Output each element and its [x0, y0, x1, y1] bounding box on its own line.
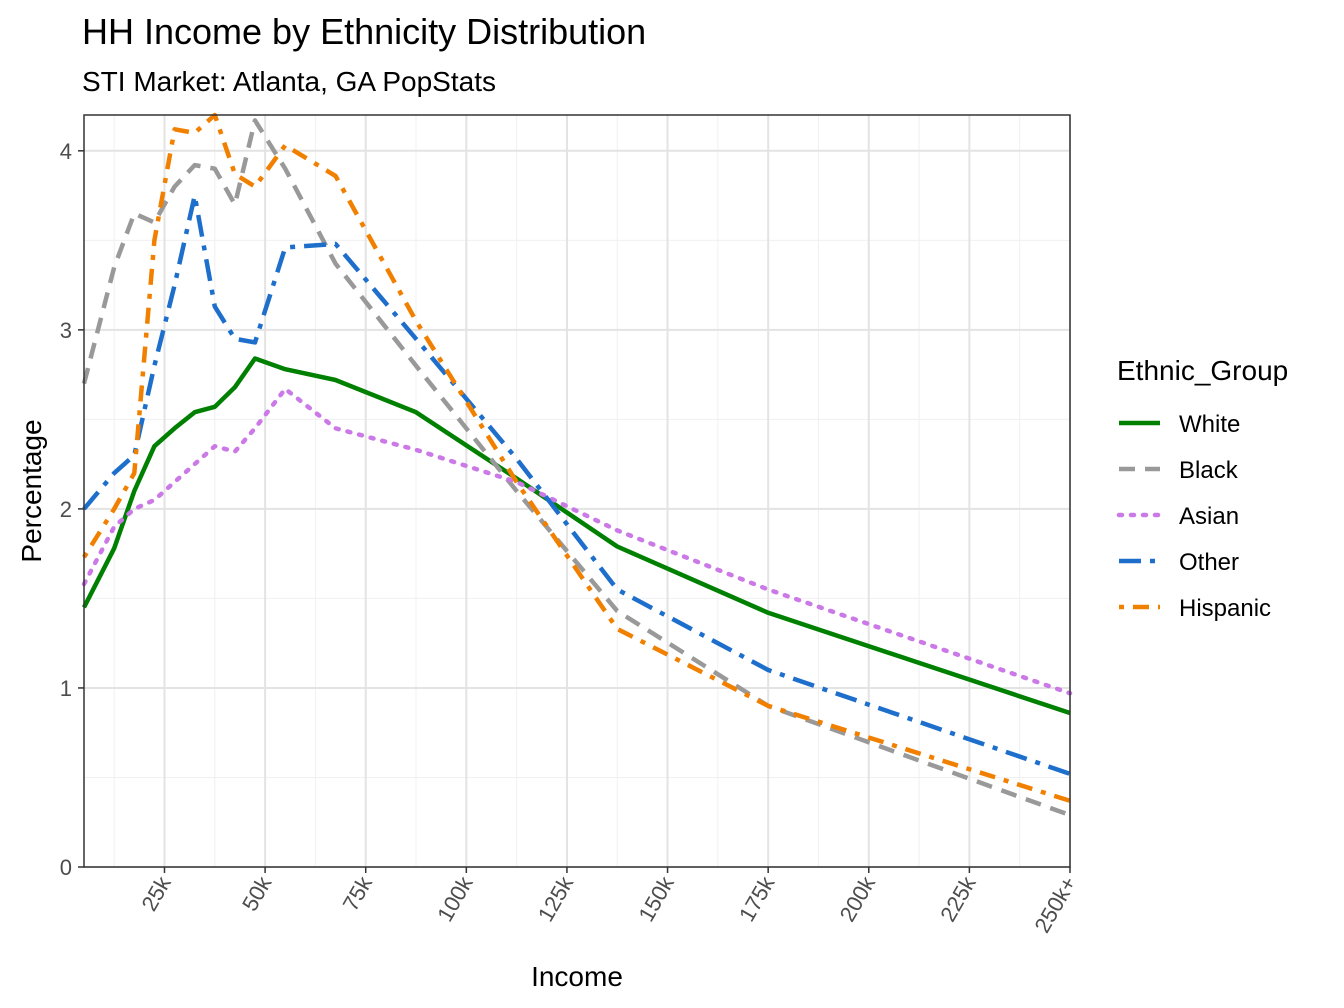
chart-subtitle: STI Market: Atlanta, GA PopStats	[82, 66, 496, 97]
y-tick-label: 1	[60, 676, 72, 701]
x-tick-label: 50k	[237, 871, 277, 915]
x-tick-label: 200k	[835, 871, 881, 926]
y-tick-label: 4	[60, 139, 72, 164]
legend-label-black: Black	[1179, 457, 1239, 484]
legend-label-white: White	[1179, 411, 1240, 438]
legend: Ethnic_Group White Black Asian Other Hispani…	[1116, 355, 1288, 622]
x-tick-label: 250k+	[1029, 872, 1081, 937]
y-tick-label: 3	[60, 318, 72, 343]
series-line-other	[82, 193, 1071, 777]
legend-label-hispanic: Hispanic	[1179, 595, 1271, 622]
y-tick-label: 2	[60, 497, 72, 522]
plot-border	[83, 114, 1071, 868]
x-tick-label: 25k	[136, 871, 176, 915]
legend-title: Ethnic_Group	[1117, 355, 1288, 386]
series-line-asian	[81, 386, 1073, 696]
legend-items: White Black Asian Other Hispanic	[1116, 411, 1271, 622]
y-axis: 0 1 2 3 4	[60, 139, 84, 880]
series-lines	[81, 112, 1073, 818]
x-tick-label: 100k	[432, 871, 478, 926]
x-tick-label: 75k	[338, 871, 378, 915]
plot-background	[84, 115, 1070, 867]
x-tick-label: 175k	[734, 871, 780, 926]
y-axis-title: Percentage	[16, 419, 47, 562]
series-line-black	[81, 118, 1071, 818]
series-line-hispanic	[82, 112, 1071, 803]
x-tick-label: 125k	[533, 871, 579, 926]
y-tick-label: 0	[60, 855, 72, 880]
x-axis-title: Income	[531, 961, 623, 992]
legend-label-other: Other	[1179, 549, 1239, 576]
chart-title: HH Income by Ethnicity Distribution	[82, 11, 646, 52]
series-line-white	[81, 356, 1071, 716]
x-axis: 25k 50k 75k 100k 125k 150k 175k 200k 225k 250k+	[136, 867, 1081, 937]
x-tick-label: 225k	[935, 871, 981, 926]
x-tick-label: 150k	[633, 871, 679, 926]
legend-label-asian: Asian	[1179, 503, 1239, 530]
plot-panel	[81, 112, 1073, 868]
